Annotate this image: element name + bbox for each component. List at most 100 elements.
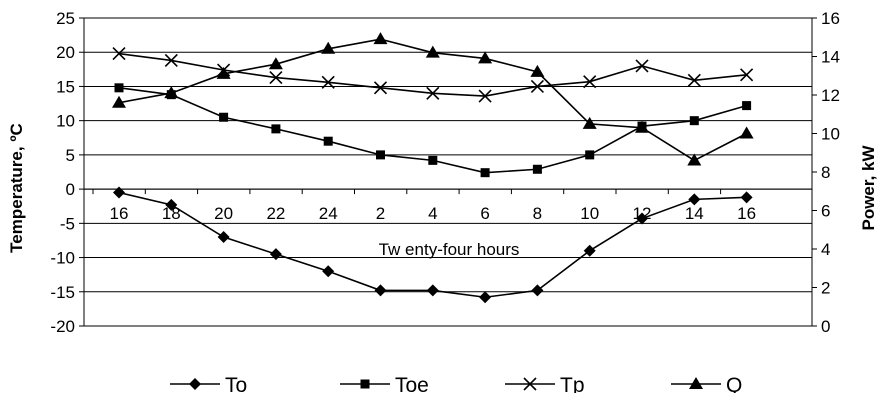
point-Q-6	[425, 45, 440, 58]
point-Toe-6	[428, 155, 438, 165]
point-To-11	[688, 193, 701, 206]
point-Tp-10	[635, 59, 649, 73]
point-Q-0	[112, 95, 126, 108]
legend-item-Tp: Tp	[505, 374, 585, 393]
point-Toe-11	[689, 116, 699, 126]
point-Tp-1	[164, 53, 178, 68]
x-axis-title: Tw enty-four hours	[379, 240, 520, 259]
point-Toe-9	[585, 150, 595, 160]
legend-marker-Toe	[360, 379, 370, 389]
point-To-2	[217, 231, 230, 244]
x-tick-label-11: 14	[685, 204, 704, 223]
right-tick-label-1: 14	[821, 48, 840, 67]
point-Toe-5	[376, 150, 385, 160]
x-tick-label-7: 6	[480, 204, 489, 223]
legend-label-To: To	[225, 374, 247, 393]
point-Toe-12	[742, 101, 752, 111]
point-To-4	[322, 265, 335, 278]
left-tick-label-0: 25	[56, 9, 75, 28]
series-Toe	[114, 83, 752, 178]
legend-label-Tp: Tp	[560, 374, 585, 393]
point-Q-9	[582, 116, 597, 129]
point-Q-8	[530, 64, 545, 77]
left-tick-label-2: 15	[56, 77, 75, 96]
left-tick-label-5: 0	[66, 180, 75, 199]
point-Toe-2	[219, 112, 229, 122]
point-Q-3	[268, 57, 283, 70]
left-axis-title: Temperature, ºC	[7, 123, 26, 253]
x-tick-label-0: 16	[110, 204, 129, 223]
legend-label-Toe: Toe	[395, 374, 429, 393]
point-To-8	[531, 284, 544, 297]
x-tick-label-1: 18	[162, 204, 181, 223]
x-tick-label-5: 2	[376, 204, 385, 223]
x-tick-label-3: 22	[266, 204, 285, 223]
point-Toe-8	[532, 164, 542, 174]
right-tick-label-0: 16	[821, 9, 840, 28]
x-tick-label-8: 8	[533, 204, 542, 223]
point-Tp-11	[687, 73, 701, 87]
point-Q-7	[478, 51, 493, 64]
point-Toe-7	[480, 168, 490, 178]
left-tick-label-6: -5	[60, 214, 75, 233]
point-To-10	[636, 212, 648, 225]
left-tick-label-4: 5	[66, 146, 75, 165]
legend-marker-Tp	[523, 377, 537, 391]
point-To-0	[113, 186, 125, 199]
legend-marker-Q	[689, 377, 703, 389]
left-tick-label-9: -20	[50, 317, 75, 336]
point-Tp-6	[426, 86, 440, 100]
series-To	[113, 186, 753, 304]
point-Q-5	[373, 32, 388, 45]
point-Tp-12	[740, 68, 754, 82]
left-tick-label-1: 20	[56, 43, 75, 62]
point-Tp-0	[112, 47, 126, 61]
point-Q-4	[321, 41, 336, 54]
point-Toe-3	[271, 124, 281, 134]
series-Q	[112, 32, 754, 166]
point-To-1	[165, 198, 178, 211]
right-axis-title: Power, kW	[859, 145, 878, 231]
right-tick-label-7: 2	[821, 279, 830, 298]
left-tick-label-3: 10	[56, 112, 75, 131]
point-Q-1	[164, 86, 179, 99]
point-To-9	[583, 244, 596, 257]
legend-item-To: To	[170, 374, 247, 393]
left-tick-label-8: -15	[50, 283, 75, 302]
x-axis-ticks: 1618202224246810121416	[92, 189, 756, 223]
series-group	[112, 32, 754, 304]
x-tick-label-4: 24	[319, 204, 338, 223]
point-Toe-0	[114, 83, 124, 93]
legend-item-Q: Q	[671, 374, 742, 393]
legend-item-Toe: Toe	[340, 374, 429, 393]
legend: To Toe Tp Q	[170, 374, 742, 393]
point-Tp-3	[269, 70, 283, 85]
point-Tp-5	[373, 81, 388, 95]
x-tick-label-12: 16	[737, 204, 756, 223]
right-tick-label-2: 12	[821, 86, 840, 105]
point-Toe-4	[323, 136, 333, 146]
point-Q-2	[216, 66, 231, 79]
right-axis-ticks: 16 14 12 10 8 6 4 2 0	[812, 9, 840, 336]
point-Tp-4	[321, 75, 335, 89]
point-To-3	[269, 248, 282, 261]
point-To-6	[426, 284, 439, 297]
point-To-12	[740, 191, 753, 204]
left-axis-ticks: 25 20 15 10 5 0 -5 -10 -15 -20	[50, 9, 84, 336]
point-To-7	[479, 291, 492, 304]
left-tick-label-7: -10	[50, 249, 75, 268]
point-Tp-9	[583, 75, 597, 89]
point-Tp-7	[478, 89, 492, 103]
axes	[83, 18, 813, 327]
right-tick-label-4: 8	[821, 163, 830, 182]
point-Tp-8	[530, 79, 544, 94]
right-tick-label-6: 4	[821, 240, 830, 259]
point-Q-10	[635, 120, 649, 133]
legend-marker-To	[189, 378, 201, 390]
right-tick-label-5: 6	[821, 202, 830, 221]
right-tick-label-3: 10	[821, 125, 840, 144]
x-tick-label-2: 20	[214, 204, 233, 223]
point-Q-12	[739, 126, 754, 139]
right-tick-label-8: 0	[821, 317, 830, 336]
